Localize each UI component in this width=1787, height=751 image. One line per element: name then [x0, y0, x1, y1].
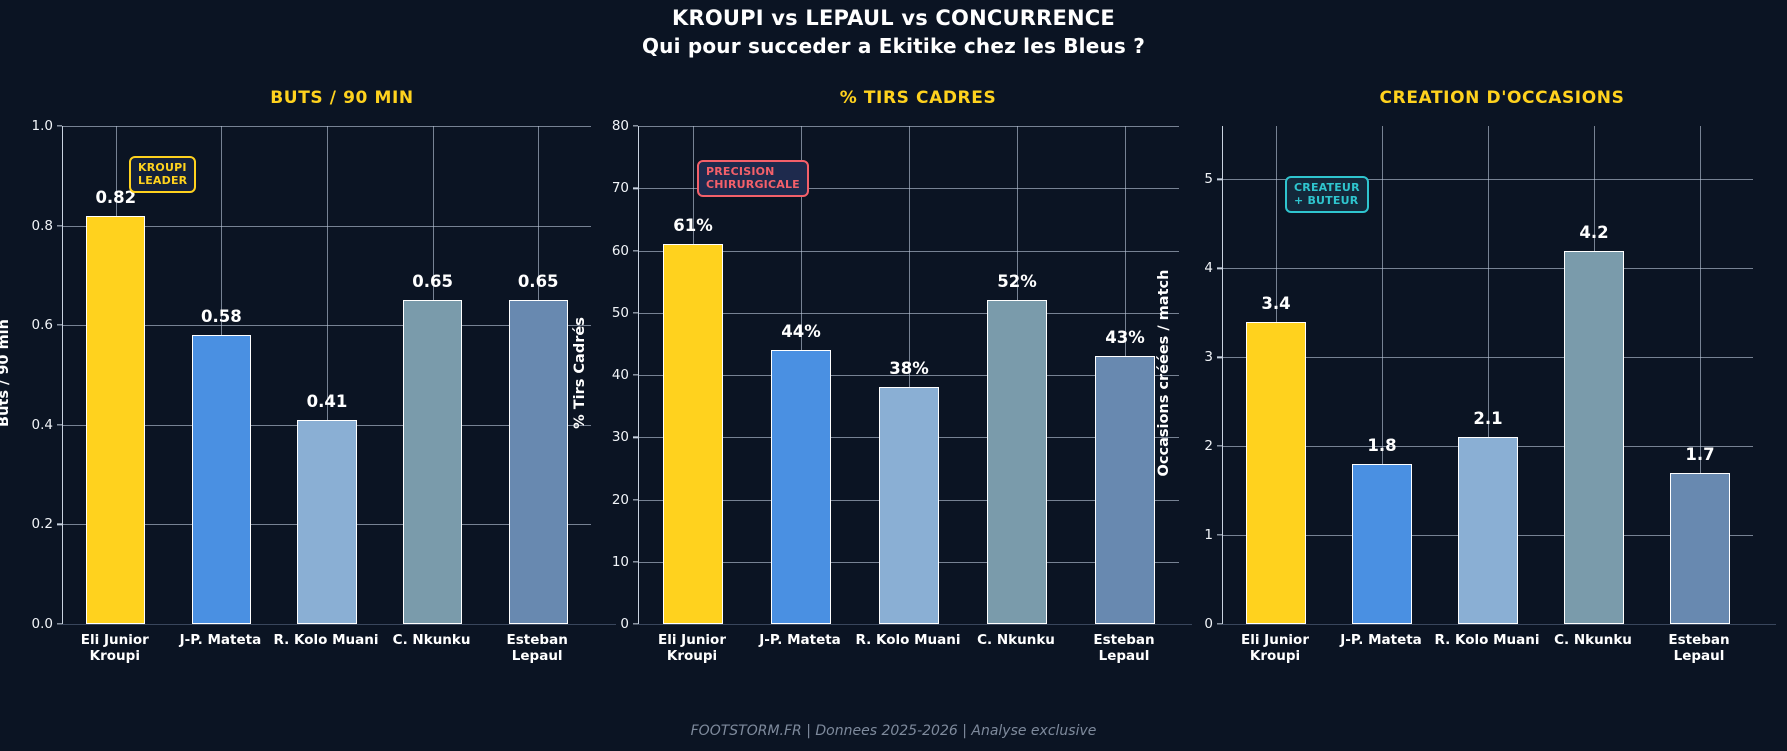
bar[interactable]	[770, 350, 832, 624]
chart-panel-2: % TIRS CADRES 0 10 20 30 40 50 60 70 80 61% 44% 38% 5…	[572, 88, 1198, 688]
bar[interactable]	[297, 419, 357, 624]
chart-title-2: % TIRS CADRES	[839, 88, 997, 108]
bar-value-label: 0.41	[306, 391, 348, 411]
y-axis-label: % Tirs Cadrés	[572, 317, 588, 429]
chart-panel-3: CREATION D'OCCASIONS 0 1 2 3 4 5 3.4 1.8 2.1 4.2 1.…	[1156, 88, 1782, 688]
chart-panel-1: BUTS / 90 MIN 0.0 0.2 0.4 0.6 0.8 1.0 0.82 0.58 0…	[0, 88, 622, 688]
y-axis-tick-label: 70	[612, 180, 639, 196]
y-axis-label: Occasions créées / match	[1156, 269, 1172, 477]
bar[interactable]	[1670, 472, 1730, 624]
y-axis-tick-label: 3	[1204, 349, 1223, 365]
bar[interactable]	[403, 300, 463, 624]
bar-value-label: 0.82	[95, 187, 137, 207]
x-axis-tick-label: C. Nkunku	[977, 632, 1055, 648]
y-axis-tick-label: 1	[1204, 527, 1223, 543]
bar-value-label: 1.8	[1367, 435, 1397, 455]
x-axis-line	[638, 624, 1192, 626]
x-axis-tick-label: R. Kolo Muani	[273, 632, 379, 648]
x-axis-tick-label: R. Kolo Muani	[855, 632, 961, 648]
y-axis-tick-label: 0.8	[32, 218, 63, 234]
x-axis-tick-label: Esteban Lepaul	[1093, 632, 1155, 664]
bar[interactable]	[191, 335, 251, 624]
y-axis-tick-label: 40	[612, 367, 639, 383]
bar-value-label: 52%	[997, 272, 1037, 292]
y-axis-tick-label: 10	[612, 554, 639, 570]
y-axis-tick-label: 5	[1204, 171, 1223, 187]
x-axis-tick-label: R. Kolo Muani	[1434, 632, 1540, 648]
footer-credit: FOOTSTORM.FR | Donnees 2025-2026 | Analy…	[690, 723, 1097, 739]
bar[interactable]	[1564, 250, 1624, 624]
x-axis-tick-label: Esteban Lepaul	[506, 632, 568, 664]
y-axis-tick-label: 50	[612, 305, 639, 321]
bar-value-label: 0.65	[412, 272, 453, 292]
gridline-vertical	[1700, 126, 1701, 624]
title-line-1: KROUPI vs LEPAUL vs CONCURRENCE	[672, 6, 1115, 30]
bar-value-label: 4.2	[1579, 222, 1609, 242]
highlight-badge: PRECISION CHIRURGICALE	[697, 160, 809, 197]
bar[interactable]	[878, 387, 940, 624]
y-axis-tick-label: 0	[620, 616, 639, 632]
bar-value-label: 43%	[1105, 328, 1145, 348]
highlight-badge: KROUPI LEADER	[129, 156, 197, 193]
y-axis-tick-label: 80	[612, 118, 639, 134]
page-title: KROUPI vs LEPAUL vs CONCURRENCE Qui pour…	[0, 4, 1787, 60]
y-axis-tick-label: 20	[612, 492, 639, 508]
x-axis-tick-label: Eli Junior Kroupi	[1241, 632, 1309, 664]
y-axis-tick-label: 4	[1204, 260, 1223, 276]
bar[interactable]	[662, 244, 724, 624]
y-axis-label: Buts / 90 min	[0, 319, 12, 427]
y-axis-tick-label: 0.4	[32, 417, 63, 433]
plot-area-1: 0.0 0.2 0.4 0.6 0.8 1.0 0.82 0.58 0.41 0.65 0.65 KR…	[32, 118, 591, 632]
bar[interactable]	[86, 215, 146, 624]
y-axis-tick-label: 0.0	[32, 616, 63, 632]
y-axis-tick-label: 0.2	[32, 516, 63, 532]
chart-title-1: BUTS / 90 MIN	[270, 88, 414, 108]
x-axis-tick-label: Eli Junior Kroupi	[658, 632, 726, 664]
bar[interactable]	[508, 300, 568, 624]
bar[interactable]	[1352, 463, 1412, 624]
x-axis-tick-label: J-P. Mateta	[179, 632, 262, 648]
x-axis-line	[62, 624, 616, 626]
title-line-2: Qui pour succeder a Ekitike chez les Ble…	[641, 34, 1145, 58]
bar-value-label: 0.65	[517, 272, 559, 292]
y-axis-tick-label: 1.0	[32, 118, 63, 134]
x-axis-tick-label: C. Nkunku	[392, 632, 471, 648]
y-axis-tick-label: 30	[612, 429, 639, 445]
bar-value-label: 2.1	[1473, 409, 1503, 429]
chart-title-3: CREATION D'OCCASIONS	[1379, 88, 1625, 108]
y-axis-tick-label: 60	[612, 243, 639, 259]
bar-value-label: 1.7	[1685, 444, 1715, 464]
bar-value-label: 0.58	[201, 307, 242, 327]
bar-value-label: 61%	[673, 216, 713, 236]
x-axis-tick-label: J-P. Mateta	[1340, 632, 1422, 648]
bar[interactable]	[1094, 356, 1156, 624]
highlight-badge: CREATEUR + BUTEUR	[1285, 176, 1369, 213]
y-axis-tick-label: 0.6	[32, 317, 63, 333]
x-axis-line	[1222, 624, 1776, 626]
gridline-vertical	[1382, 126, 1383, 624]
x-axis-tick-label: Eli Junior Kroupi	[80, 632, 149, 664]
plot-area-3: 0 1 2 3 4 5 3.4 1.8 2.1 4.2 1.7 CREATEUR + BUTEUR	[1204, 126, 1753, 632]
gridline-vertical	[327, 126, 328, 624]
gridline-vertical	[1488, 126, 1489, 624]
bar[interactable]	[986, 300, 1048, 624]
y-axis-tick-label: 0	[1204, 616, 1223, 632]
bar-value-label: 3.4	[1261, 293, 1291, 313]
bar[interactable]	[1458, 437, 1518, 624]
x-axis-tick-label: Esteban Lepaul	[1668, 632, 1730, 664]
x-axis-tick-label: C. Nkunku	[1554, 632, 1632, 648]
bar[interactable]	[1246, 321, 1306, 624]
y-axis-tick-label: 2	[1204, 438, 1223, 454]
gridline-vertical	[909, 126, 910, 624]
plot-area-2: 0 10 20 30 40 50 60 70 80 61% 44% 38% 52% 43% PRECISIO…	[612, 118, 1179, 632]
bar-value-label: 44%	[781, 322, 821, 342]
x-axis-tick-label: J-P. Mateta	[759, 632, 841, 648]
bar-value-label: 38%	[889, 359, 929, 379]
